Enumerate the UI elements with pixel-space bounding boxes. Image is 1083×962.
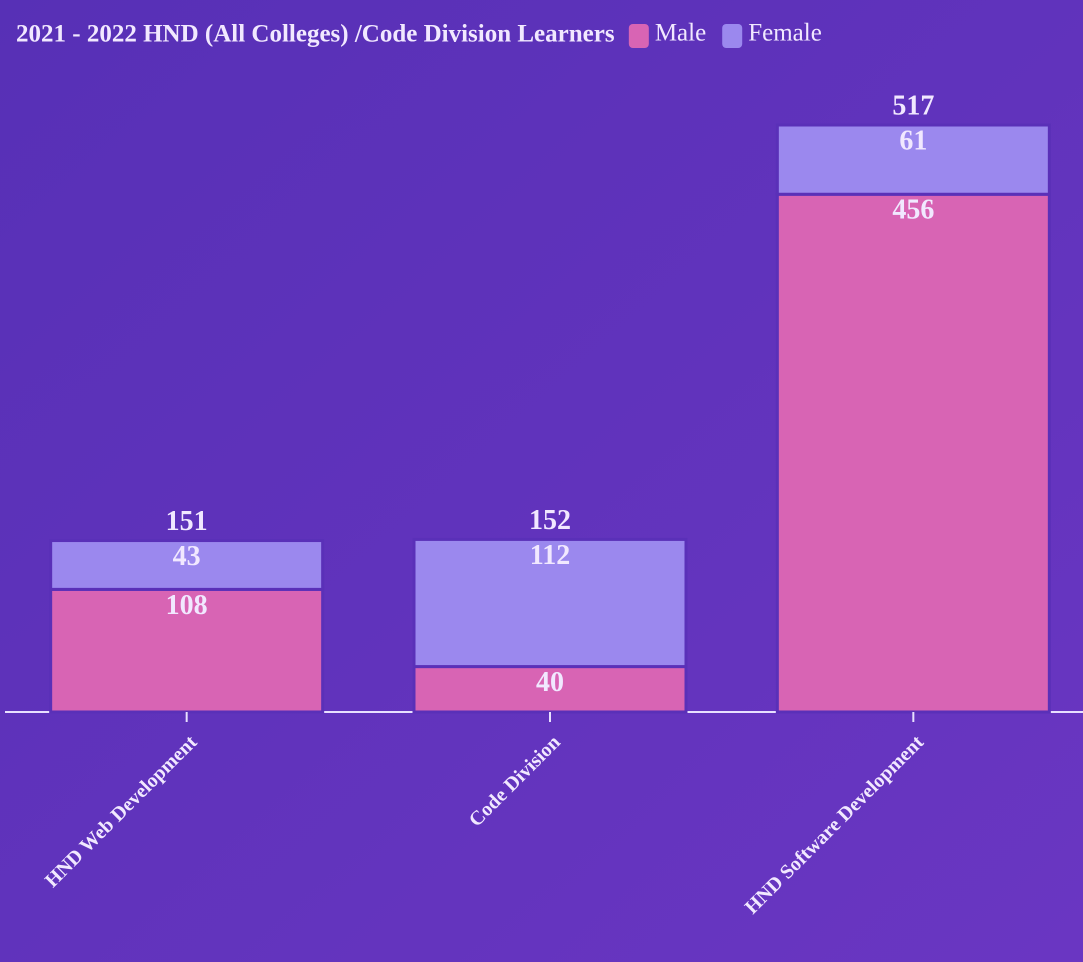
bar-segment bbox=[412, 537, 688, 669]
data-label: 43 bbox=[173, 541, 201, 572]
legend-label: Female bbox=[748, 20, 822, 47]
total-label: 151 bbox=[166, 506, 208, 537]
bar-segment bbox=[775, 123, 1051, 196]
bar-segment bbox=[49, 539, 325, 591]
legend-swatch bbox=[628, 24, 649, 48]
data-label: 108 bbox=[166, 590, 208, 621]
total-label: 152 bbox=[529, 505, 571, 536]
data-label: 112 bbox=[530, 540, 570, 571]
data-label: 456 bbox=[892, 195, 934, 226]
chart-title: 2021 - 2022 HND (All Colleges) /Code Div… bbox=[16, 21, 615, 48]
total-label: 517 bbox=[892, 90, 934, 121]
legend: Male Female bbox=[628, 20, 822, 48]
bar-segment bbox=[775, 192, 1051, 714]
data-label: 61 bbox=[899, 125, 927, 156]
legend-label: Male bbox=[655, 20, 706, 47]
data-label: 40 bbox=[536, 667, 564, 698]
legend-swatch bbox=[722, 24, 743, 48]
